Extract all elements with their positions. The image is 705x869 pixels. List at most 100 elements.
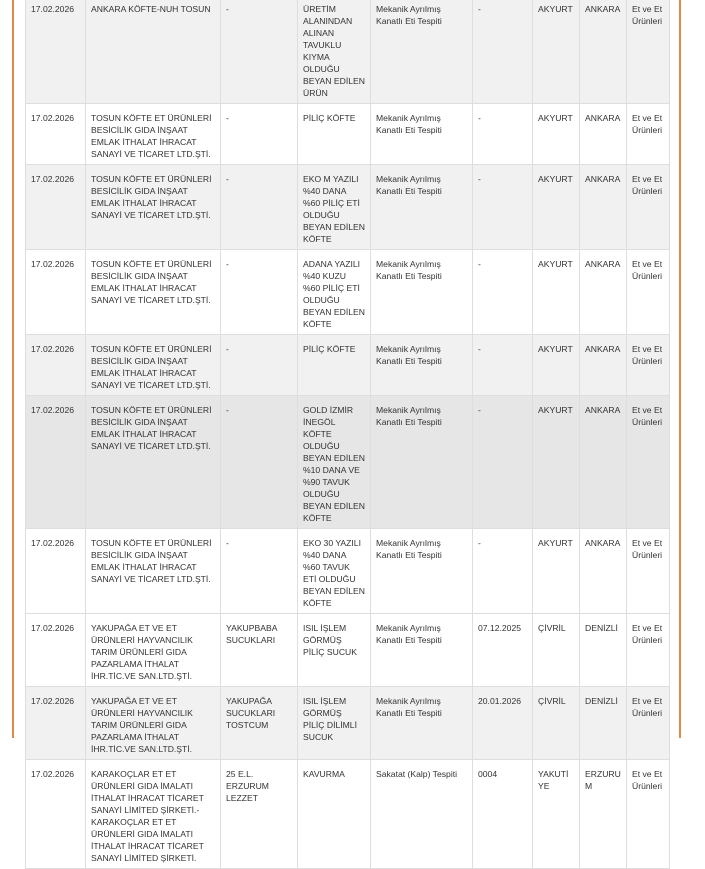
cell-company: TOSUN KÖFTE ET ÜRÜNLERİ BESİCİLİK GIDA İ… [85, 334, 221, 396]
content-frame [12, 0, 681, 738]
cell-reason: Sakatat (Kalp) Tespiti [370, 759, 473, 869]
cell-product: PİLİÇ KÖFTE [297, 103, 371, 165]
cell-product: EKO 30 YAZILI %40 DANA %60 TAVUK ETİ OLD… [297, 528, 371, 614]
cell-lot: - [472, 249, 533, 335]
cell-category: Et ve Et Ürünleri [626, 613, 670, 687]
cell-company: TOSUN KÖFTE ET ÜRÜNLERİ BESİCİLİK GIDA İ… [85, 395, 221, 529]
cell-city: ANKARA [579, 528, 627, 614]
cell-product: EKO M YAZILI %40 DANA %60 PİLİÇ ETİ OLDU… [297, 164, 371, 250]
cell-district: ÇİVRİL [532, 613, 580, 687]
cell-brand: - [220, 528, 298, 614]
cell-city: ANKARA [579, 334, 627, 396]
cell-reason: Mekanik Ayrılmış Kanatlı Eti Tespiti [370, 249, 473, 335]
cell-lot: - [472, 528, 533, 614]
cell-company: TOSUN KÖFTE ET ÜRÜNLERİ BESİCİLİK GIDA İ… [85, 528, 221, 614]
cell-date: 17.02.2026 [25, 103, 86, 165]
cell-district: AKYURT [532, 395, 580, 529]
cell-brand: - [220, 103, 298, 165]
cell-date: 17.02.2026 [25, 528, 86, 614]
cell-reason: Mekanik Ayrılmış Kanatlı Eti Tespiti [370, 613, 473, 687]
cell-district: AKYURT [532, 528, 580, 614]
cell-date: 17.02.2026 [25, 686, 86, 760]
cell-category: Et ve Et Ürünleri [626, 103, 670, 165]
cell-product: ÜRETİM ALANINDAN ALINAN TAVUKLU KIYMA OL… [297, 0, 371, 104]
table-row: 17.02.2026 TOSUN KÖFTE ET ÜRÜNLERİ BESİCİ… [25, 395, 670, 529]
cell-date: 17.02.2026 [25, 759, 86, 869]
cell-lot: - [472, 334, 533, 396]
cell-company: YAKUPAĞA ET VE ET ÜRÜNLERİ HAYVANCILIK T… [85, 613, 221, 687]
cell-brand: - [220, 334, 298, 396]
cell-city: ANKARA [579, 103, 627, 165]
cell-city: ANKARA [579, 0, 627, 104]
cell-reason: Mekanik Ayrılmış Kanatlı Eti Tespiti [370, 334, 473, 396]
table-row: 17.02.2026 TOSUN KÖFTE ET ÜRÜNLERİ BESİCİ… [25, 334, 670, 396]
cell-category: Et ve Et Ürünleri [626, 164, 670, 250]
cell-company: ANKARA KÖFTE-NUH TOSUN [85, 0, 221, 104]
cell-brand: YAKUPAĞA SUCUKLARI TOSTCUM [220, 686, 298, 760]
cell-district: AKYURT [532, 249, 580, 335]
cell-reason: Mekanik Ayrılmış Kanatlı Eti Tespiti [370, 686, 473, 760]
cell-lot: - [472, 164, 533, 250]
cell-category: Et ve Et Ürünleri [626, 686, 670, 760]
cell-reason: Mekanik Ayrılmış Kanatlı Eti Tespiti [370, 0, 473, 104]
cell-product: PİLİÇ KÖFTE [297, 334, 371, 396]
cell-product: ISIL İŞLEM GÖRMÜŞ PİLİÇ SUCUK [297, 613, 371, 687]
table-row: 17.02.2026 TOSUN KÖFTE ET ÜRÜNLERİ BESİCİ… [25, 103, 670, 165]
cell-brand: - [220, 395, 298, 529]
cell-brand: 25 E.L. ERZURUM LEZZET [220, 759, 298, 869]
cell-city: DENİZLİ [579, 686, 627, 760]
cell-company: TOSUN KÖFTE ET ÜRÜNLERİ BESİCİLİK GIDA İ… [85, 103, 221, 165]
table-row: 17.02.2026 YAKUPAĞA ET VE ET ÜRÜNLERİ HAY… [25, 686, 670, 760]
cell-category: Et ve Et Ürünleri [626, 395, 670, 529]
cell-company: TOSUN KÖFTE ET ÜRÜNLERİ BESİCİLİK GIDA İ… [85, 164, 221, 250]
cell-product: ADANA YAZILI %40 KUZU %60 PİLİÇ ETİ OLDU… [297, 249, 371, 335]
table-row: 17.02.2026 KARAKOÇLAR ET ET ÜRÜNLERİ GIDA… [25, 759, 670, 869]
table-row: 17.02.2026 TOSUN KÖFTE ET ÜRÜNLERİ BESİCİ… [25, 528, 670, 614]
cell-date: 17.02.2026 [25, 249, 86, 335]
cell-district: AKYURT [532, 334, 580, 396]
cell-district: AKYURT [532, 0, 580, 104]
cell-date: 17.02.2026 [25, 164, 86, 250]
cell-category: Et ve Et Ürünleri [626, 759, 670, 869]
cell-reason: Mekanik Ayrılmış Kanatlı Eti Tespiti [370, 164, 473, 250]
cell-lot: 07.12.2025 [472, 613, 533, 687]
results-table: 17.02.2026 ANKARA KÖFTE-NUH TOSUN - ÜRETİM … [25, 0, 670, 869]
cell-brand: YAKUPBABA SUCUKLARI [220, 613, 298, 687]
cell-company: TOSUN KÖFTE ET ÜRÜNLERİ BESİCİLİK GIDA İ… [85, 249, 221, 335]
cell-date: 17.02.2026 [25, 395, 86, 529]
cell-company: YAKUPAĞA ET VE ET ÜRÜNLERİ HAYVANCILIK T… [85, 686, 221, 760]
cell-district: ÇİVRİL [532, 686, 580, 760]
cell-district: AKYURT [532, 103, 580, 165]
cell-product: GOLD İZMİR İNEGÖL KÖFTE OLDUĞU BEYAN EDİ… [297, 395, 371, 529]
cell-reason: Mekanik Ayrılmış Kanatlı Eti Tespiti [370, 395, 473, 529]
cell-lot: - [472, 395, 533, 529]
cell-city: ANKARA [579, 164, 627, 250]
cell-product: KAVURMA [297, 759, 371, 869]
cell-city: ANKARA [579, 395, 627, 529]
cell-category: Et ve Et Ürünleri [626, 249, 670, 335]
cell-category: Et ve Et Ürünleri [626, 0, 670, 104]
cell-date: 17.02.2026 [25, 0, 86, 104]
cell-lot: - [472, 0, 533, 104]
cell-date: 17.02.2026 [25, 613, 86, 687]
cell-product: ISIL İŞLEM GÖRMÜŞ PİLİÇ DİLİMLİ SUCUK [297, 686, 371, 760]
cell-brand: - [220, 164, 298, 250]
cell-district: YAKUTİYE [532, 759, 580, 869]
cell-category: Et ve Et Ürünleri [626, 334, 670, 396]
cell-city: DENİZLİ [579, 613, 627, 687]
cell-lot: - [472, 103, 533, 165]
cell-lot: 0004 [472, 759, 533, 869]
cell-reason: Mekanik Ayrılmış Kanatlı Eti Tespiti [370, 528, 473, 614]
cell-date: 17.02.2026 [25, 334, 86, 396]
cell-brand: - [220, 0, 298, 104]
cell-company: KARAKOÇLAR ET ET ÜRÜNLERİ GIDA İMALATI İ… [85, 759, 221, 869]
cell-brand: - [220, 249, 298, 335]
cell-lot: 20.01.2026 [472, 686, 533, 760]
cell-city: ERZURUM [579, 759, 627, 869]
table-row: 17.02.2026 TOSUN KÖFTE ET ÜRÜNLERİ BESİCİ… [25, 164, 670, 250]
table-row: 17.02.2026 TOSUN KÖFTE ET ÜRÜNLERİ BESİCİ… [25, 249, 670, 335]
table-row: 17.02.2026 ANKARA KÖFTE-NUH TOSUN - ÜRETİM … [25, 0, 670, 104]
cell-category: Et ve Et Ürünleri [626, 528, 670, 614]
cell-city: ANKARA [579, 249, 627, 335]
table-row: 17.02.2026 YAKUPAĞA ET VE ET ÜRÜNLERİ HAY… [25, 613, 670, 687]
